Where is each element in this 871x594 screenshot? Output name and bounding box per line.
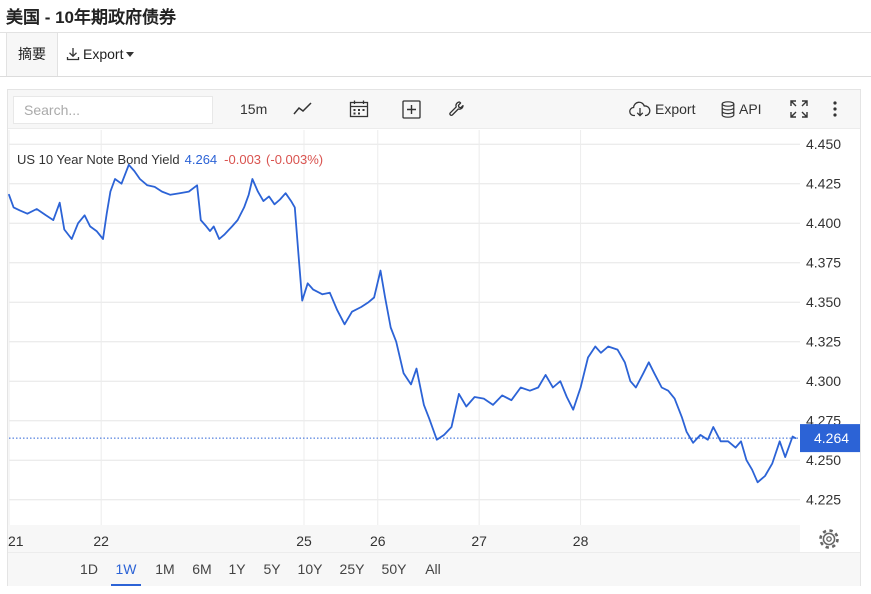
yield-chart[interactable]: 21 22 25 26 27 28 4.450 4.425 4.400 4.375 4.350 4.…: [8, 90, 860, 552]
range-10y-button[interactable]: 10Y: [297, 561, 323, 577]
y-axis: 4.4504.4254.4004.3754.3504.3254.3004.275…: [806, 136, 841, 508]
range-6m-button[interactable]: 6M: [192, 561, 212, 577]
x-tick-label: 25: [296, 533, 312, 549]
y-tick-label: 4.325: [806, 334, 841, 350]
y-tick-label: 4.425: [806, 176, 841, 192]
symbol-search-input[interactable]: [13, 96, 213, 124]
chart-legend: US 10 Year Note Bond Yield 4.264 -0.003 (-0…: [17, 152, 323, 167]
x-tick-label: 27: [471, 533, 487, 549]
y-tick-label: 4.350: [806, 294, 841, 310]
legend-last-value: 4.264: [185, 152, 218, 167]
wrench-icon: [449, 101, 464, 116]
x-axis: 21 22 25 26 27 28: [8, 533, 589, 549]
range-1m-button[interactable]: 1M: [155, 561, 175, 577]
line-chart-icon: [293, 102, 312, 115]
y-tick-label: 4.225: [806, 492, 841, 508]
y-tick-label: 4.450: [806, 136, 841, 152]
database-icon: [721, 100, 735, 118]
more-vertical-icon: [833, 101, 837, 117]
x-tick-label: 22: [93, 533, 109, 549]
chart-grid: [8, 130, 800, 525]
add-icon: [402, 99, 421, 119]
x-tick-label: 28: [573, 533, 589, 549]
legend-change: -0.003: [224, 152, 261, 167]
yield-series-line: [8, 163, 797, 484]
interval-button[interactable]: 15m: [240, 101, 268, 117]
tools-button[interactable]: [448, 90, 466, 128]
settings-icon-ring: [822, 532, 836, 546]
range-1w-button[interactable]: 1W: [111, 553, 141, 586]
chart-widget: 15m: [7, 89, 861, 586]
page-title: 美国 - 10年期政府债券: [6, 8, 177, 27]
range-selector: 1D 1W 1M 6M 1Y 5Y 10Y 25Y 50Y All: [8, 552, 860, 586]
last-price-badge: 4.264: [800, 424, 860, 453]
x-tick-label: 26: [370, 533, 386, 549]
api-label: API: [739, 101, 762, 117]
chart-toolbar: 15m: [8, 90, 860, 129]
api-button[interactable]: API: [721, 90, 762, 128]
y-tick-label: 4.300: [806, 373, 841, 389]
more-options-button[interactable]: [832, 90, 838, 128]
download-icon: [66, 48, 80, 61]
settings-icon-hub: [826, 536, 832, 542]
range-50y-button[interactable]: 50Y: [381, 561, 407, 577]
add-indicator-button[interactable]: [402, 90, 421, 128]
cloud-download-icon: [629, 101, 651, 117]
range-25y-button[interactable]: 25Y: [339, 561, 365, 577]
y-tick-label: 4.375: [806, 255, 841, 271]
x-axis-band: [8, 525, 800, 552]
chart-settings-button[interactable]: [819, 529, 839, 549]
legend-series-name: US 10 Year Note Bond Yield: [17, 152, 180, 167]
export-menu-button[interactable]: Export: [66, 33, 135, 76]
fullscreen-button[interactable]: [789, 90, 809, 128]
title-divider: [0, 32, 871, 33]
y-tick-label: 4.250: [806, 452, 841, 468]
toolbar-export-label: Export: [655, 101, 696, 117]
last-price-label: 4.264: [814, 430, 849, 446]
tab-summary[interactable]: 摘要: [6, 33, 58, 76]
range-all-button[interactable]: All: [425, 561, 441, 577]
range-1d-button[interactable]: 1D: [80, 561, 98, 577]
legend-change-pct: (-0.003%): [266, 152, 323, 167]
calendar-icon: [349, 100, 369, 118]
range-1y-button[interactable]: 1Y: [228, 561, 246, 577]
y-tick-label: 4.400: [806, 215, 841, 231]
range-5y-button[interactable]: 5Y: [263, 561, 281, 577]
tab-bar: 摘要 Export: [0, 33, 871, 77]
caret-down-icon: [126, 52, 135, 57]
export-menu-label: Export: [83, 46, 124, 62]
calendar-button[interactable]: [349, 90, 369, 128]
settings-icon: [819, 529, 839, 549]
fullscreen-icon: [790, 100, 808, 118]
toolbar-export-button[interactable]: Export: [629, 90, 695, 128]
chart-type-button[interactable]: [293, 90, 313, 128]
x-tick-label: 21: [8, 533, 24, 549]
